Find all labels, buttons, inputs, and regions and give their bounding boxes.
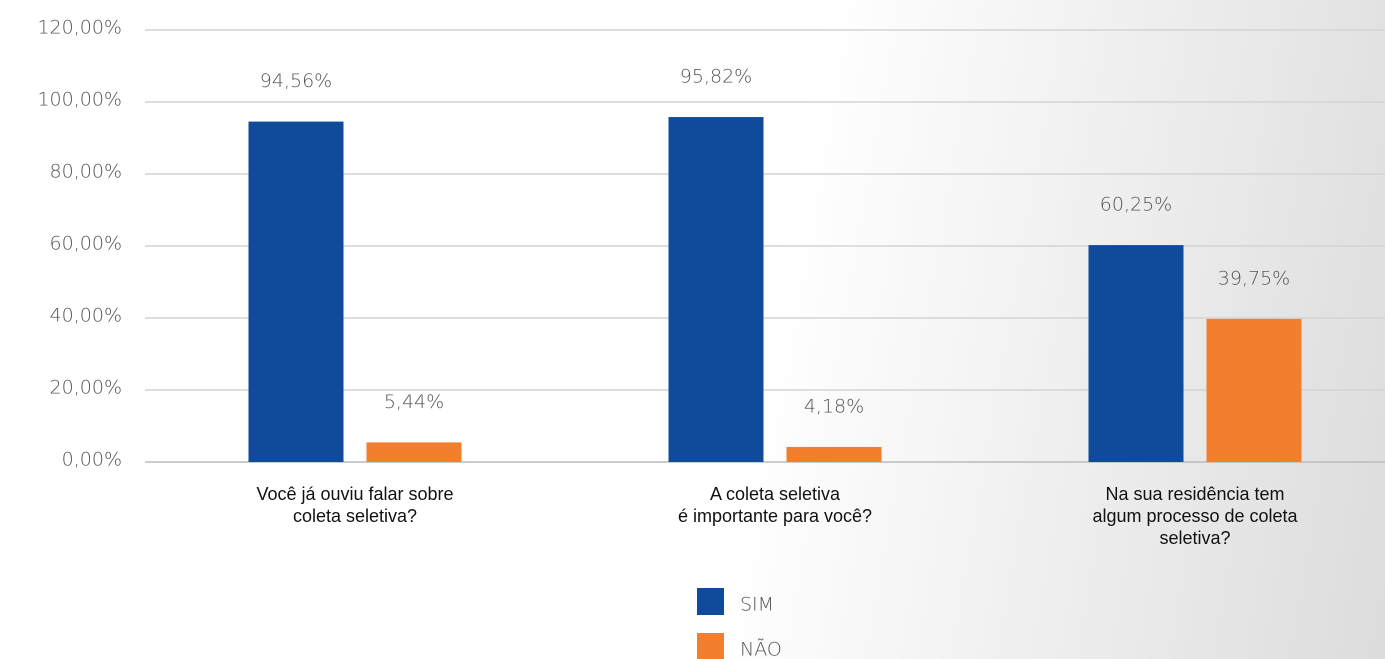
legend-swatch <box>697 588 724 615</box>
x-tick-label: A coleta seletiva é importante para você… <box>677 484 873 526</box>
bar <box>1088 245 1184 462</box>
y-tick-label: 100,00% <box>37 89 122 111</box>
legend-label: SIM <box>740 594 774 616</box>
legend-swatch <box>697 633 724 659</box>
legend-label: NÃO <box>740 638 782 659</box>
bar <box>366 442 462 462</box>
y-tick-label: 120,00% <box>37 17 122 39</box>
value-label: 60,25% <box>1100 194 1172 216</box>
value-label: 94,56% <box>260 70 332 92</box>
x-tick-label: Na sua residência tem algum processo de … <box>1092 484 1298 548</box>
y-tick-label: 80,00% <box>50 161 122 183</box>
value-label: 4,18% <box>804 395 864 417</box>
value-label: 5,44% <box>384 391 444 413</box>
y-tick-label: 20,00% <box>50 377 122 399</box>
y-tick-label: 60,00% <box>50 233 122 255</box>
bar <box>786 446 882 462</box>
bar <box>248 121 344 463</box>
y-tick-label: 40,00% <box>50 305 122 327</box>
x-tick-label: Você já ouviu falar sobre coleta seletiv… <box>256 484 454 526</box>
value-label: 39,75% <box>1218 267 1290 289</box>
value-label: 95,82% <box>680 66 752 88</box>
y-tick-label: 0,00% <box>62 449 122 471</box>
bar <box>668 117 764 462</box>
bar <box>1206 318 1302 462</box>
